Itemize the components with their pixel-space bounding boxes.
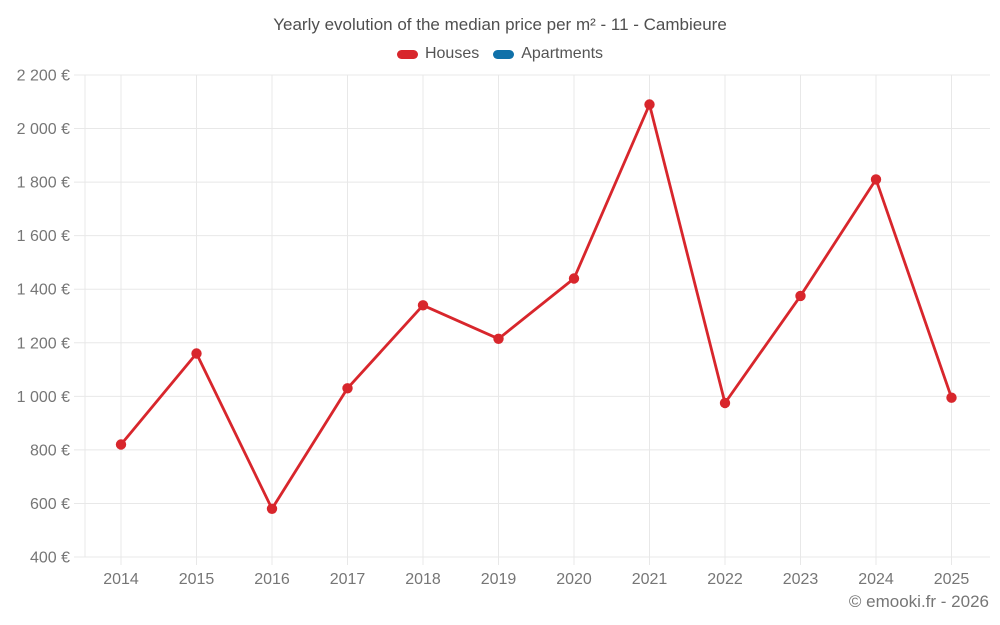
houses-data-point: [342, 383, 353, 394]
legend-label-houses: Houses: [424, 45, 480, 62]
legend-item-apartments[interactable]: Apartments: [493, 45, 603, 63]
x-axis-tick-label: 2014: [103, 571, 139, 588]
x-axis-tick-label: 2024: [858, 571, 894, 588]
houses-data-point: [719, 397, 731, 409]
houses-data-point: [493, 333, 504, 344]
houses-data-point: [266, 503, 278, 514]
y-axis-tick-label: 800 €: [30, 442, 70, 459]
houses-data-point: [795, 290, 806, 302]
y-axis-tick-label: 1 400 €: [17, 282, 70, 299]
apartments-legend-swatch-icon: [493, 49, 515, 59]
x-axis-tick-label: 2016: [254, 571, 290, 588]
y-axis-tick-label: 400 €: [30, 550, 70, 567]
y-axis-tick-label: 1 800 €: [17, 175, 70, 192]
chart-legend: Houses Apartments: [0, 45, 1000, 63]
x-axis-tick-label: 2019: [481, 571, 517, 588]
y-axis-tick-label: 2 200 €: [17, 68, 70, 85]
houses-data-point: [417, 300, 429, 311]
x-axis-tick-label: 2021: [632, 571, 668, 588]
houses-line-series: [119, 103, 953, 511]
x-axis-tick-label: 2015: [179, 571, 215, 588]
legend-label-apartments: Apartments: [521, 45, 604, 62]
houses-data-point: [870, 174, 882, 185]
houses-data-point: [115, 439, 127, 450]
watermark-credit: © emooki.fr - 2026: [848, 592, 989, 611]
houses-data-point: [568, 273, 580, 284]
x-axis-tick-label: 2023: [783, 571, 819, 588]
houses-data-point: [644, 99, 655, 110]
houses-legend-swatch-icon: [396, 49, 418, 59]
legend-item-houses[interactable]: Houses: [396, 45, 480, 63]
y-axis-tick-label: 1 200 €: [17, 335, 70, 352]
houses-data-point: [191, 348, 202, 359]
x-axis-tick-label: 2020: [556, 571, 592, 588]
x-axis-tick-label: 2018: [405, 571, 441, 588]
x-axis-tick-label: 2025: [934, 571, 970, 588]
y-axis-tick-label: 2 000 €: [17, 121, 70, 138]
chart-title: Yearly evolution of the median price per…: [273, 15, 727, 34]
y-axis-tick-label: 1 600 €: [17, 228, 70, 245]
y-axis-tick-label: 600 €: [30, 496, 70, 513]
houses-data-point: [946, 392, 957, 403]
x-axis-tick-label: 2022: [707, 571, 743, 588]
y-axis-tick-label: 1 000 €: [17, 389, 70, 406]
x-axis-tick-label: 2017: [330, 571, 366, 588]
